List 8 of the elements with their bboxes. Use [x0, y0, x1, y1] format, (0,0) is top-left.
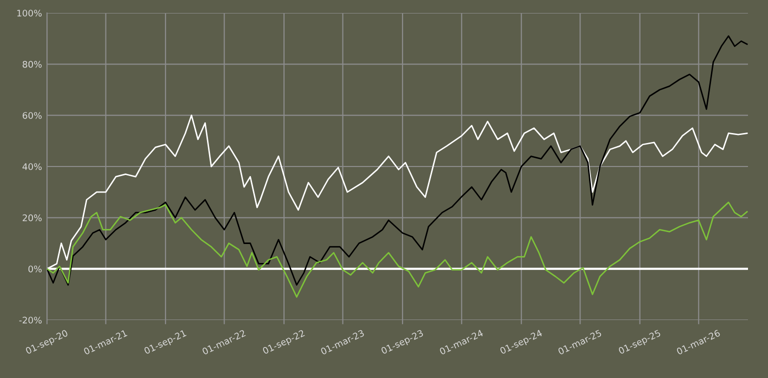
y-tick-label: 60% [22, 112, 42, 119]
line-series [47, 35, 748, 286]
y-tick-label: -20% [19, 316, 42, 324]
y-tick-label: 100% [17, 10, 42, 17]
y-tick-label: 80% [22, 60, 42, 68]
y-tick-label: 40% [22, 163, 42, 170]
y-tick-label: 0% [28, 266, 42, 272]
y-tick-label: 20% [22, 214, 42, 222]
